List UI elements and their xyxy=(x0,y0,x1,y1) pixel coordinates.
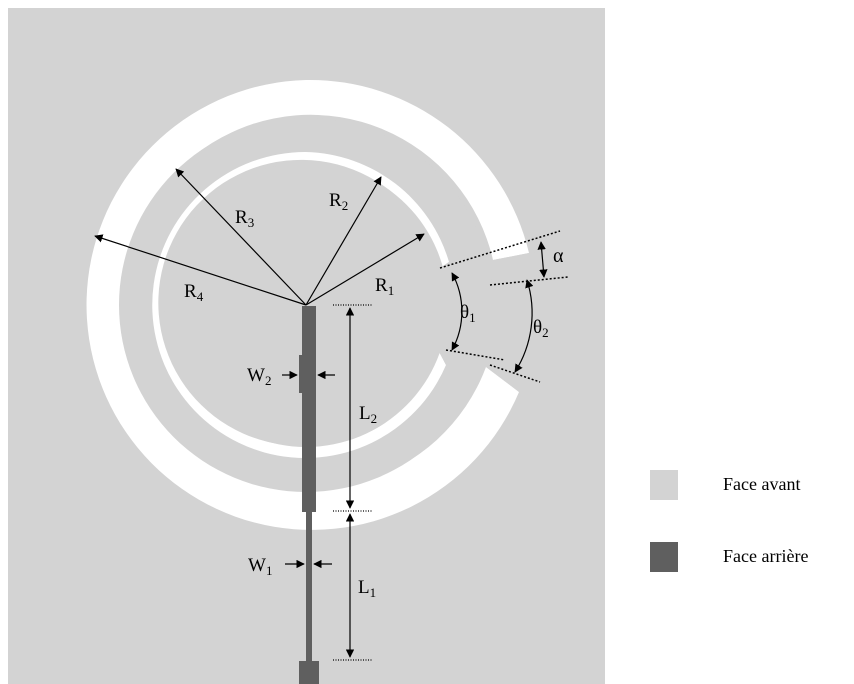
label-r1: R1 xyxy=(375,275,394,298)
legend-label-front: Face avant xyxy=(723,474,801,494)
label-l1: L1 xyxy=(358,577,376,600)
label-w1: W1 xyxy=(248,555,272,578)
legend-swatch-front xyxy=(650,470,678,500)
r3-arrow xyxy=(175,168,307,306)
theta1-arc xyxy=(451,272,463,351)
r1-arrow xyxy=(305,233,425,306)
feed-line-narrow xyxy=(306,510,312,662)
radius-arrows xyxy=(94,168,425,306)
r4-arrow xyxy=(94,234,307,306)
length-guides xyxy=(333,304,372,661)
label-theta2: θ2 xyxy=(533,317,549,340)
legend: Face avant Face arrière xyxy=(650,470,850,614)
feed-connector xyxy=(299,661,319,684)
theta2-arc xyxy=(514,279,534,373)
label-r2: R2 xyxy=(329,190,348,213)
alpha-arrow xyxy=(537,241,548,278)
label-r3: R3 xyxy=(235,207,254,230)
label-l2: L2 xyxy=(359,403,377,426)
angle-guides xyxy=(439,230,569,383)
label-r4: R4 xyxy=(184,281,204,304)
legend-label-back: Face arrière xyxy=(723,546,809,566)
feed-line-step xyxy=(299,355,303,393)
legend-item-front: Face avant xyxy=(650,470,850,500)
label-w2: W2 xyxy=(247,365,271,388)
legend-swatch-back xyxy=(650,542,678,572)
label-theta1: θ1 xyxy=(460,302,476,325)
label-alpha: α xyxy=(553,245,564,267)
legend-item-back: Face arrière xyxy=(650,542,850,572)
feed-line-wide xyxy=(302,306,316,512)
r2-arrow xyxy=(305,176,382,306)
